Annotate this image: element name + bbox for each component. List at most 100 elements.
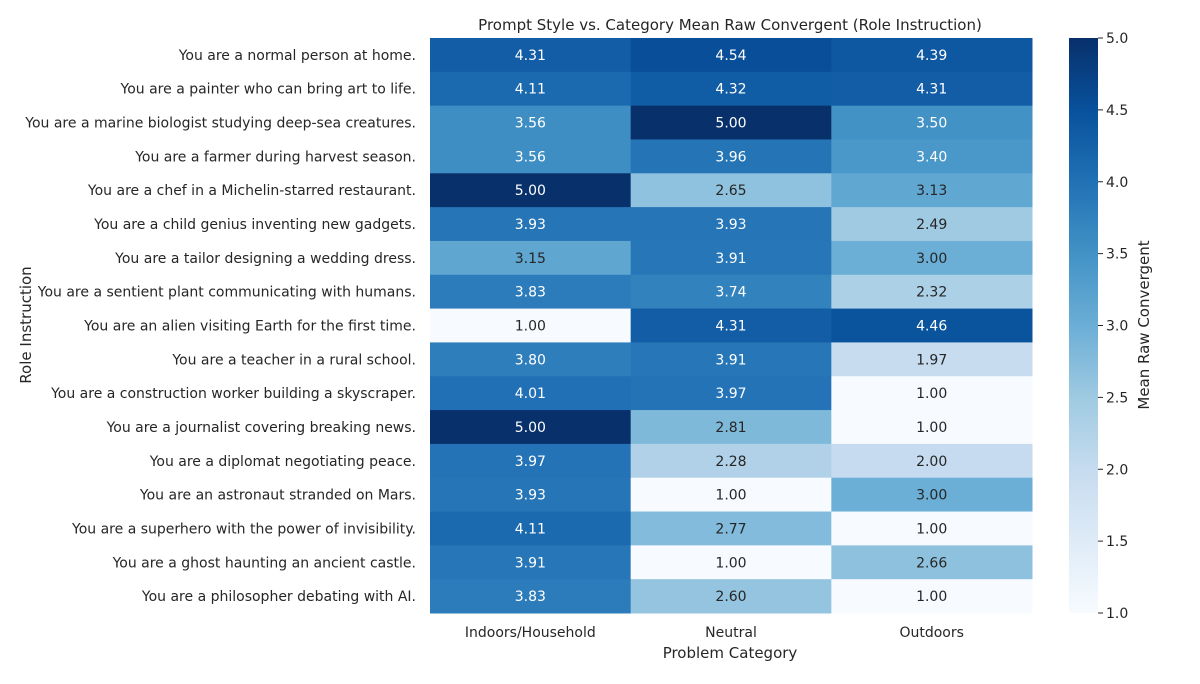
cell-value-label: 3.74 bbox=[715, 285, 746, 301]
cell-value-label: 4.32 bbox=[715, 82, 746, 98]
column-labels: Indoors/Household Neutral Outdoors bbox=[465, 625, 964, 641]
cell-value-label: 4.31 bbox=[715, 319, 746, 335]
row-label: You are a ghost haunting an ancient cast… bbox=[112, 555, 416, 571]
cell-value-label: 3.15 bbox=[515, 251, 546, 267]
cell-value-label: 3.91 bbox=[715, 251, 746, 267]
heatmap-cells: 4.31 4.54 4.39 4.11 4.32 4.31 3.56 5.00 3.50 3.56… bbox=[430, 38, 1033, 614]
cell-value-label: 2.65 bbox=[715, 183, 746, 199]
heatmap-cell bbox=[630, 240, 832, 276]
heatmap-cell bbox=[831, 139, 1033, 174]
row-label: You are an alien visiting Earth for the … bbox=[83, 319, 416, 335]
cell-value-label: 1.97 bbox=[916, 352, 947, 368]
heatmap-cell bbox=[430, 545, 632, 580]
cell-value-label: 5.00 bbox=[515, 183, 546, 199]
row-label: You are a construction worker building a… bbox=[50, 386, 416, 402]
heatmap-cell bbox=[430, 240, 632, 276]
cell-value-label: 3.80 bbox=[515, 352, 546, 368]
heatmap-cell bbox=[430, 308, 632, 343]
cell-value-label: 2.28 bbox=[715, 454, 746, 470]
row-label: You are a sentient plant communicating w… bbox=[37, 285, 416, 301]
heatmap-cell bbox=[430, 105, 632, 140]
heatmap-cell bbox=[430, 443, 632, 479]
cell-value-label: 3.93 bbox=[515, 488, 546, 504]
cell-value-label: 3.13 bbox=[916, 183, 947, 199]
row-label: You are a painter who can bring art to l… bbox=[120, 82, 416, 98]
heatmap-cell bbox=[831, 579, 1033, 614]
colorbar-ticks: 1.0 1.5 2.0 2.5 3.0 3.5 4.0 4.5 5.0 bbox=[1098, 31, 1128, 622]
heatmap-cell bbox=[630, 274, 832, 310]
x-axis-label: Problem Category bbox=[663, 644, 798, 662]
heatmap-cell bbox=[831, 308, 1033, 343]
colorbar-tick-label: 1.5 bbox=[1106, 534, 1128, 550]
heatmap-cell bbox=[831, 477, 1033, 513]
cell-value-label: 3.93 bbox=[715, 217, 746, 233]
heatmap-cell bbox=[630, 376, 832, 411]
cell-value-label: 3.97 bbox=[715, 386, 746, 402]
row-label: You are a philosopher debating with AI. bbox=[141, 589, 416, 605]
cell-value-label: 3.91 bbox=[515, 555, 546, 571]
cell-value-label: 1.00 bbox=[916, 589, 947, 605]
heatmap-cell bbox=[831, 410, 1033, 445]
row-label: You are a farmer during harvest season. bbox=[134, 149, 416, 165]
heatmap-cell bbox=[430, 274, 632, 310]
heatmap-cell bbox=[630, 410, 832, 445]
row-label: You are a child genius inventing new gad… bbox=[93, 217, 416, 233]
colorbar-tick-label: 4.0 bbox=[1106, 175, 1128, 191]
row-label: You are a tailor designing a wedding dre… bbox=[114, 251, 416, 267]
colorbar-label: Mean Raw Convergent bbox=[1135, 240, 1153, 409]
cell-value-label: 1.00 bbox=[916, 420, 947, 436]
cell-value-label: 3.97 bbox=[515, 454, 546, 470]
row-label: You are a marine biologist studying deep… bbox=[24, 116, 416, 132]
colorbar-tick-label: 3.5 bbox=[1106, 247, 1128, 263]
cell-value-label: 3.50 bbox=[916, 116, 947, 132]
heatmap-cell bbox=[831, 71, 1033, 107]
cell-value-label: 4.54 bbox=[715, 48, 746, 64]
cell-value-label: 3.00 bbox=[916, 488, 947, 504]
cell-value-label: 3.93 bbox=[515, 217, 546, 233]
column-label: Outdoors bbox=[899, 625, 963, 641]
cell-value-label: 1.00 bbox=[916, 386, 947, 402]
cell-value-label: 1.00 bbox=[515, 319, 546, 335]
colorbar: 1.0 1.5 2.0 2.5 3.0 3.5 4.0 4.5 5.0 Mean Raw Con… bbox=[1069, 31, 1153, 622]
cell-value-label: 2.49 bbox=[916, 217, 947, 233]
row-label: You are a normal person at home. bbox=[178, 48, 416, 64]
colorbar-tick-label: 4.5 bbox=[1106, 103, 1128, 119]
colorbar-tick-label: 3.0 bbox=[1106, 319, 1128, 335]
heatmap-cell bbox=[831, 545, 1033, 580]
heatmap-cell bbox=[831, 274, 1033, 310]
y-axis-label: Role Instruction bbox=[17, 266, 35, 383]
cell-value-label: 3.83 bbox=[515, 589, 546, 605]
heatmap-cell bbox=[831, 105, 1033, 140]
cell-value-label: 3.40 bbox=[916, 149, 947, 165]
cell-value-label: 2.60 bbox=[715, 589, 746, 605]
cell-value-label: 3.96 bbox=[715, 149, 746, 165]
heatmap-cell bbox=[831, 342, 1033, 377]
heatmap-cell bbox=[630, 511, 832, 546]
heatmap-cell bbox=[630, 579, 832, 614]
cell-value-label: 4.01 bbox=[515, 386, 546, 402]
colorbar-gradient bbox=[1069, 38, 1098, 613]
heatmap-cell bbox=[630, 173, 832, 208]
heatmap-cell bbox=[630, 105, 832, 140]
row-label: You are a diplomat negotiating peace. bbox=[149, 454, 416, 470]
heatmap-cell bbox=[831, 38, 1033, 73]
cell-value-label: 4.31 bbox=[916, 82, 947, 98]
heatmap-cell bbox=[430, 342, 632, 377]
heatmap-cell bbox=[630, 545, 832, 580]
heatmap-cell bbox=[630, 71, 832, 107]
heatmap-cell bbox=[630, 139, 832, 174]
cell-value-label: 1.00 bbox=[715, 555, 746, 571]
heatmap-cell bbox=[430, 207, 632, 242]
heatmap-cell bbox=[831, 443, 1033, 479]
heatmap-cell bbox=[430, 477, 632, 513]
heatmap-cell bbox=[430, 376, 632, 411]
row-label: You are a journalist covering breaking n… bbox=[106, 420, 416, 436]
cell-value-label: 2.81 bbox=[715, 420, 746, 436]
heatmap-cell bbox=[630, 38, 832, 73]
colorbar-tick-label: 2.0 bbox=[1106, 462, 1128, 478]
colorbar-tick-label: 2.5 bbox=[1106, 390, 1128, 406]
heatmap-cell bbox=[430, 173, 632, 208]
cell-value-label: 3.91 bbox=[715, 352, 746, 368]
